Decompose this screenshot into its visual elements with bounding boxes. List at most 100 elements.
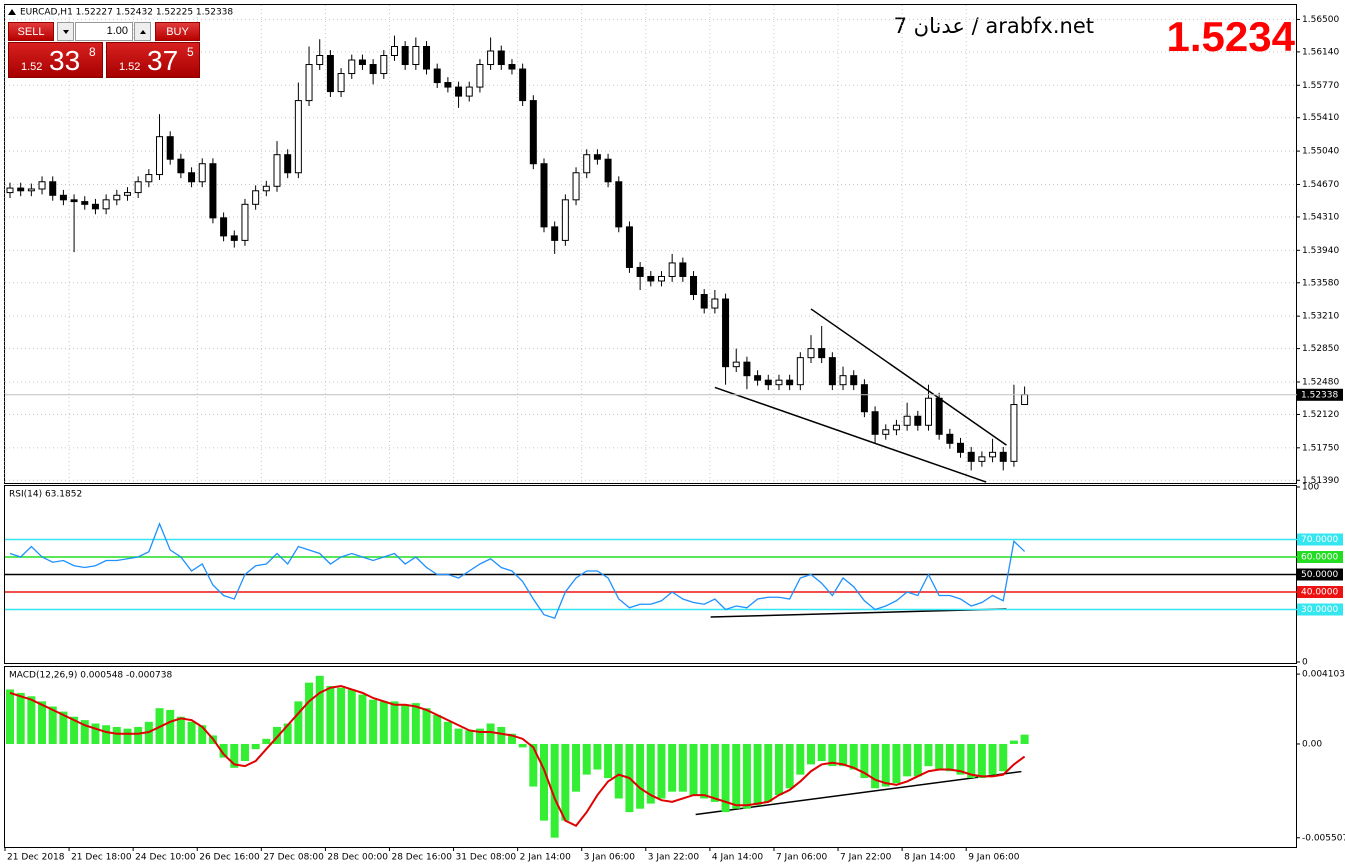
macd-bar [251,743,260,750]
macd-panel [4,666,1297,848]
macd-bar [764,743,773,802]
price-panel [4,4,1297,484]
candle-body [764,379,772,386]
candle-body [423,45,431,70]
candle-body [957,442,965,453]
candle-body [348,59,356,75]
macd-bar [230,743,239,768]
candle-body [70,199,78,203]
sell-price[interactable]: 1.52 33 8 [8,42,103,78]
level-box [1297,551,1343,563]
volume-input[interactable]: 1.00 [75,22,133,41]
candle-body [978,456,986,462]
current-price-box [1297,388,1343,401]
candle-body [850,375,858,386]
candle-body [647,275,655,282]
candle-body [657,275,665,282]
candle-body [583,154,591,174]
level-box [1297,533,1343,546]
level-label: 70.0000 [1301,535,1338,545]
macd-bar [262,738,271,744]
candle-body [59,194,67,201]
candle-body [625,226,633,268]
macd-bar [721,743,730,813]
macd-bar [636,743,645,809]
candle-body [209,163,217,219]
candle-body [540,163,548,228]
macd-bar [935,743,944,770]
candle-body [999,451,1007,462]
candle-body [123,192,131,196]
candle-body [615,181,623,228]
buy-price[interactable]: 1.52 37 5 [106,42,200,78]
candle-body [989,451,997,458]
macd-bar [337,687,346,744]
macd-bar [988,743,997,775]
macd-bar [849,743,858,770]
level-label: 60.0000 [1301,553,1338,563]
x-tick-label: 27 Dec 08:00 [263,853,324,863]
price-badge: 1.5234 [1167,13,1296,60]
y-tick-label: 1.56500 [1302,15,1339,25]
candle-body [519,68,527,102]
macd-bar [903,743,912,777]
candle-body [732,361,740,368]
macd-bar [657,743,666,799]
sell-price-frac: 8 [89,45,96,59]
volume-up[interactable] [134,22,151,41]
macd-bar [187,721,196,744]
macd-bar [785,743,794,789]
x-tick-label: 9 Jan 06:00 [968,853,1020,863]
macd-bar [422,708,431,744]
y-tick-label: 0.00 [1302,739,1322,749]
macd-bar [913,743,922,777]
macd-bar [176,716,185,744]
macd-bar [678,743,687,792]
macd-bar [283,723,292,744]
x-tick-label: 4 Jan 14:00 [712,853,764,863]
level-box [1297,603,1343,616]
y-tick-label: 1.52120 [1302,410,1339,420]
y-tick-label: -0.005507 [1302,833,1345,843]
candle-body [572,172,580,201]
candle-body [636,266,644,277]
macd-bar [518,743,527,748]
candle-body [679,262,687,277]
candle-body [455,86,463,97]
candle-body [390,45,398,57]
current-price-label: 1.52338 [1301,390,1338,400]
macd-bar [27,696,36,744]
level-box [1297,568,1343,581]
macd-bar [774,743,783,796]
candle-body [188,172,196,183]
macd-bar [967,743,976,779]
y-tick-label: 1.55770 [1302,81,1339,91]
candle-body [743,361,751,377]
x-tick-label: 26 Dec 16:00 [199,853,260,863]
candle-body [700,294,708,309]
candle-body [711,298,719,309]
sell-button[interactable]: SELL [8,22,54,41]
macd-bar [1020,734,1029,744]
candle-body [722,298,730,368]
macd-bar [358,694,367,744]
candle-body [91,203,99,210]
macd-bar [646,743,655,804]
macd-bar [38,701,47,744]
candle-body [497,50,505,66]
macd-title: MACD(12,26,9) 0.000548 -0.000738 [9,671,172,681]
macd-bar [817,743,826,762]
candle-body [17,187,25,192]
volume-down[interactable] [57,22,74,41]
candle-body [796,357,804,386]
buy-button[interactable]: BUY [155,22,200,41]
x-tick-label: 7 Jan 22:00 [840,853,892,863]
macd-bar [999,743,1008,772]
macd-bar [166,709,175,744]
macd-bar [80,720,89,744]
y-tick-label: 0.004103 [1302,670,1345,680]
candle-body [38,181,46,190]
x-tick-label: 24 Dec 10:00 [135,853,196,863]
macd-bar [689,743,698,796]
macd-bar [753,743,762,806]
